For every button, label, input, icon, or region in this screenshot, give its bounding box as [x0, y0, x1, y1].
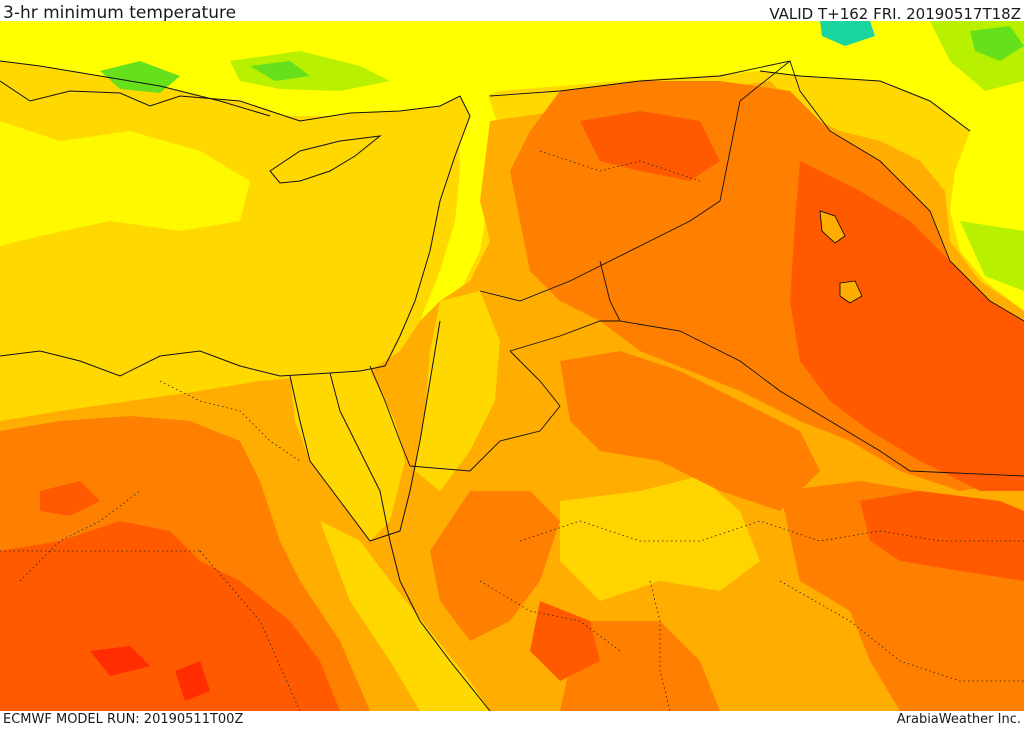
green-patch-iran-edge [960, 221, 1024, 291]
red-orange-syria-desert [580, 111, 720, 181]
weather-map[interactable] [0, 21, 1024, 711]
internal-boundaries [0, 150, 1024, 711]
red-hotspot-2 [175, 661, 210, 701]
orange-arabia-west [430, 491, 560, 641]
green-patch-anatolia-2 [250, 61, 310, 81]
coastlines [0, 60, 971, 711]
green-patch-caucasus [970, 26, 1024, 61]
red-orange-iraq [790, 161, 1024, 491]
orange-yemen-edge [560, 621, 720, 711]
gold-red-sea [320, 521, 490, 711]
yellow-levant-strip [405, 86, 500, 371]
valid-time: VALID T+162 FRI. 20190517T18Z [769, 5, 1021, 21]
header-bar: 3-hr minimum temperature VALID T+162 FRI… [0, 0, 1024, 21]
yellow-north-zone [0, 21, 1024, 311]
red-orange-egypt-2 [40, 481, 100, 516]
orange-arabia-north [560, 351, 820, 511]
green-patch-anatolia [230, 51, 390, 91]
gold-sinai [290, 371, 405, 541]
credit-label: ArabiaWeather Inc. [896, 712, 1021, 727]
red-hotspot [90, 646, 150, 676]
green-patch-aegean [100, 61, 180, 93]
model-run-label: ECMWF MODEL RUN: 20190511T00Z [3, 712, 244, 727]
map-title: 3-hr minimum temperature [3, 3, 237, 21]
footer-bar: ECMWF MODEL RUN: 20190511T00Z ArabiaWeat… [0, 711, 1024, 729]
red-orange-egypt [0, 521, 340, 711]
red-orange-saudi-west [530, 601, 600, 681]
lake-tharthar [819, 210, 846, 244]
gold-central-arabia [560, 476, 760, 601]
red-orange-arabia [860, 491, 1024, 581]
sea-yellow-band [0, 121, 250, 246]
country-borders [369, 60, 1024, 477]
lake-razazza [839, 280, 863, 304]
cyan-patch [820, 21, 875, 46]
